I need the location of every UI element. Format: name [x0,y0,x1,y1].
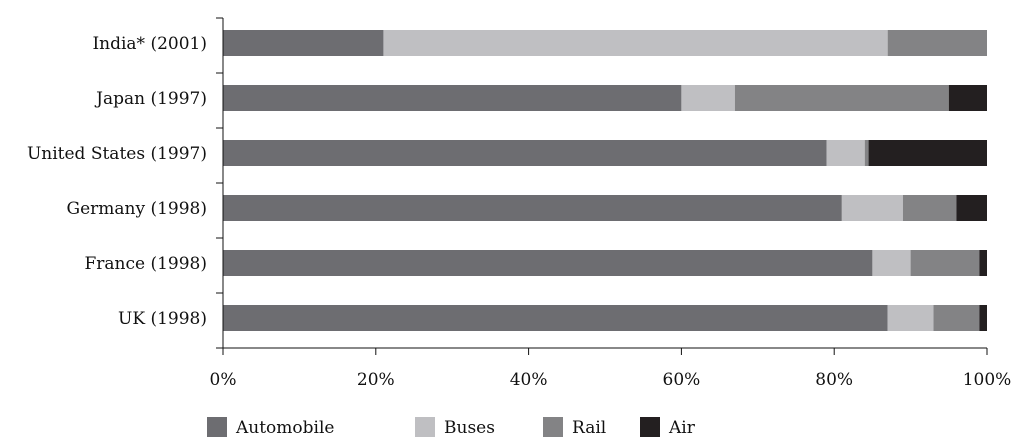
bar-air-3 [956,195,987,221]
x-tick-label: 100% [963,370,1012,390]
legend-swatch-air [640,417,660,437]
bar-air-5 [979,305,987,331]
bar-automobile-3 [223,195,842,221]
axes-group [216,18,987,355]
bar-rail-3 [903,195,956,221]
bar-buses-5 [888,305,934,331]
bar-automobile-4 [223,250,872,276]
x-tick-label: 40% [510,370,548,390]
x-tick-labels: 0% 20% 40% 60% 80% 100% [210,370,1012,390]
bar-automobile-0 [223,30,383,56]
bar-rail-1 [735,85,949,111]
bars-group [223,30,987,331]
legend-label-rail: Rail [572,418,606,437]
x-tick-label: 0% [210,370,237,390]
bar-air-1 [949,85,987,111]
bar-buses-3 [842,195,903,221]
legend-label-automobile: Automobile [235,418,334,437]
category-labels: India* (2001) Japan (1997) United States (… [27,34,207,329]
category-label: United States (1997) [27,144,207,164]
x-tick-label: 80% [815,370,853,390]
bar-rail-0 [888,30,987,56]
bar-rail-4 [911,250,980,276]
bar-buses-1 [681,85,734,111]
x-tick-label: 20% [357,370,395,390]
bar-air-2 [869,140,987,166]
category-label: Germany (1998) [66,199,207,219]
bar-buses-0 [383,30,887,56]
bar-buses-4 [872,250,910,276]
legend-swatch-automobile [207,417,227,437]
category-label: UK (1998) [118,309,207,329]
category-label: France (1998) [84,254,207,274]
bar-rail-5 [934,305,980,331]
bar-automobile-5 [223,305,888,331]
bar-automobile-1 [223,85,681,111]
category-label: Japan (1997) [94,89,207,109]
bar-rail-2 [865,140,869,166]
x-tick-label: 60% [663,370,701,390]
bar-automobile-2 [223,140,827,166]
legend-swatch-rail [543,417,563,437]
legend-swatch-buses [415,417,435,437]
legend-label-air: Air [668,418,696,437]
category-label: India* (2001) [92,34,207,54]
legend-label-buses: Buses [444,418,495,437]
bar-air-4 [979,250,987,276]
bar-buses-2 [827,140,865,166]
legend: Automobile Buses Rail Air [207,417,696,437]
